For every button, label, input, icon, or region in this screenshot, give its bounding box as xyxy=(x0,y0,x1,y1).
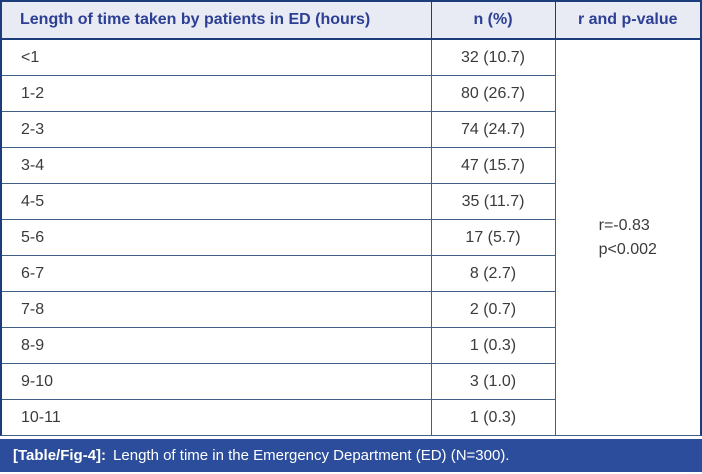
table-row: 7-8 2 (0.7) xyxy=(2,291,700,328)
time-range-cell: 4-5 xyxy=(2,183,431,220)
n-pct-cell: 80 (26.7) xyxy=(430,75,555,112)
table-row: 8-9 1 (0.3) xyxy=(2,327,700,364)
n-pct-cell: 3 (1.0) xyxy=(430,363,555,400)
time-range-cell: 9-10 xyxy=(2,363,431,400)
ed-time-table: Length of time taken by patients in ED (… xyxy=(2,2,700,435)
p-value: p<0.002 xyxy=(598,240,657,258)
r-p-value-lines: r=-0.83 p<0.002 xyxy=(599,214,657,260)
n-pct-cell: 35 (11.7) xyxy=(430,183,555,220)
n-pct-cell: 1 (0.3) xyxy=(430,399,555,435)
caption-tag: [Table/Fig-4]: xyxy=(13,447,107,464)
time-range-cell: 7-8 xyxy=(2,291,431,328)
n-pct-cell: 17 (5.7) xyxy=(430,219,555,256)
table-row: 5-6 17 (5.7) xyxy=(2,219,700,256)
table-row: <1 32 (10.7) r=-0.83 p<0.002 xyxy=(2,38,700,435)
time-range-cell: 1-2 xyxy=(2,75,431,112)
r-value: r=-0.83 xyxy=(598,217,650,235)
table-row: 9-10 3 (1.0) xyxy=(2,363,700,400)
table-row: 6-7 8 (2.7) xyxy=(2,255,700,292)
n-pct-cell: 2 (0.7) xyxy=(430,291,555,328)
column-header-r-p: r and p-value xyxy=(554,2,700,40)
header-row: Length of time taken by patients in ED (… xyxy=(2,2,700,40)
table-row: 1-2 80 (26.7) xyxy=(2,75,700,112)
n-pct-cell: 74 (24.7) xyxy=(430,111,555,148)
n-pct-cell: 1 (0.3) xyxy=(430,327,555,364)
time-range-cell: 6-7 xyxy=(2,255,431,292)
ed-time-table-frame: Length of time taken by patients in ED (… xyxy=(0,0,702,436)
r-p-value-cell: r=-0.83 p<0.002 xyxy=(554,39,700,435)
time-range-cell: 5-6 xyxy=(2,219,431,256)
time-range-cell: <1 xyxy=(2,38,431,76)
n-pct-cell: 47 (15.7) xyxy=(430,147,555,184)
caption-text: Length of time in the Emergency Departme… xyxy=(113,447,510,464)
figure-caption: [Table/Fig-4]: Length of time in the Eme… xyxy=(0,439,702,472)
table-row: 10-11 1 (0.3) xyxy=(2,399,700,435)
column-header-n-pct: n (%) xyxy=(430,2,555,40)
n-pct-cell: 32 (10.7) xyxy=(430,38,555,76)
column-header-time: Length of time taken by patients in ED (… xyxy=(2,2,431,40)
time-range-cell: 2-3 xyxy=(2,111,431,148)
n-pct-cell: 8 (2.7) xyxy=(430,255,555,292)
time-range-cell: 10-11 xyxy=(2,399,431,435)
table-row: 4-5 35 (11.7) xyxy=(2,183,700,220)
time-range-cell: 8-9 xyxy=(2,327,431,364)
table-row: 2-3 74 (24.7) xyxy=(2,111,700,148)
time-range-cell: 3-4 xyxy=(2,147,431,184)
table-row: 3-4 47 (15.7) xyxy=(2,147,700,184)
